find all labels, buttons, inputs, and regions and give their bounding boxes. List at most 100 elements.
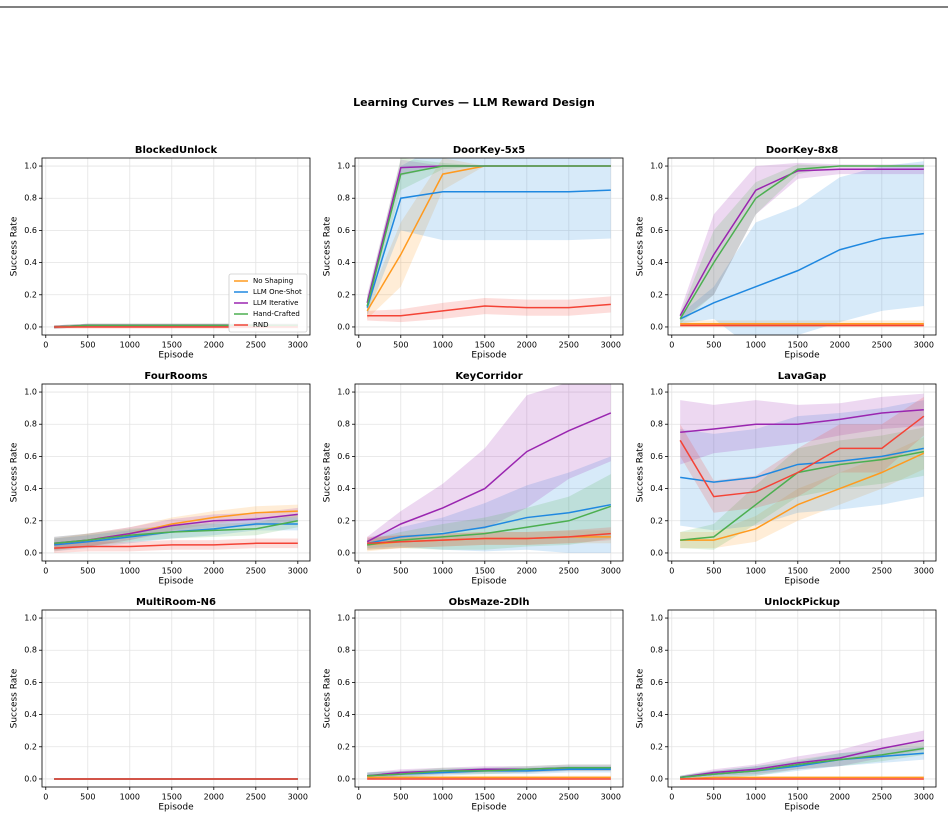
figure-title: Learning Curves — LLM Reward Design: [353, 96, 595, 109]
x-tick-label: 1500: [162, 793, 182, 802]
x-axis-label: Episode: [471, 351, 507, 361]
x-axis-label: Episode: [158, 351, 194, 361]
series-line: [366, 412, 612, 543]
error-band: [367, 158, 611, 316]
x-tick-label: 1000: [433, 567, 453, 576]
x-tick-label: 500: [80, 567, 95, 576]
y-tick-label: 0.2: [650, 290, 663, 299]
y-tick-label: 0.6: [337, 452, 350, 461]
y-tick-label: 0.2: [24, 290, 37, 299]
x-tick-label: 2000: [517, 341, 537, 350]
y-tick-label: 0.8: [337, 194, 350, 203]
x-axis-label: Episode: [158, 803, 194, 813]
subplot-title: BlockedUnlock: [135, 145, 218, 156]
x-tick-label: 0: [669, 567, 674, 576]
series-line: [367, 303, 611, 317]
y-tick-label: 0.0: [24, 774, 37, 783]
x-tick-label: 1500: [475, 567, 495, 576]
error-band: [367, 456, 611, 553]
legend-label: LLM One-Shot: [253, 288, 302, 296]
y-tick-label: 1.0: [337, 614, 350, 623]
y-tick-label: 0.0: [650, 548, 663, 557]
series-line: [54, 520, 298, 545]
axes-frame: [354, 157, 624, 336]
series-line: [367, 766, 611, 777]
y-tick-label: 1.0: [24, 388, 37, 397]
x-tick-label: 2000: [517, 793, 537, 802]
y-tick-label: 0.6: [650, 452, 663, 461]
y-tick-label: 1.0: [650, 162, 663, 171]
legend-box: [228, 273, 308, 333]
x-tick-label: 1000: [433, 793, 453, 802]
x-tick-label: 2500: [872, 793, 892, 802]
x-tick-label: 1000: [746, 341, 766, 350]
subplot-title: FourRooms: [144, 371, 207, 382]
axes-frame: [41, 609, 311, 788]
axes-frame: [667, 609, 937, 788]
x-tick-label: 2000: [204, 567, 224, 576]
y-tick-label: 1.0: [337, 162, 350, 171]
series-line: [367, 505, 612, 546]
y-tick-label: 0.2: [337, 516, 350, 525]
y-tick-label: 0.0: [24, 548, 37, 557]
error-band: [680, 164, 924, 324]
x-axis-label: Episode: [784, 803, 820, 813]
x-axis-label: Episode: [471, 577, 507, 587]
x-tick-label: 500: [706, 567, 721, 576]
series-line: [680, 452, 925, 541]
x-tick-label: 2500: [559, 793, 579, 802]
y-tick-label: 0.4: [24, 258, 37, 267]
x-tick-label: 0: [43, 567, 48, 576]
y-axis-label: Success Rate: [323, 442, 333, 502]
series-line: [366, 165, 611, 307]
x-axis-label: Episode: [158, 577, 194, 587]
error-band: [54, 538, 298, 553]
subplot-title: KeyCorridor: [455, 371, 522, 382]
x-tick-label: 1000: [120, 341, 140, 350]
x-tick-label: 1000: [120, 793, 140, 802]
legend-label: RND: [253, 321, 269, 329]
legend-label: LLM Iterative: [253, 299, 299, 307]
x-tick-label: 1000: [746, 567, 766, 576]
y-tick-label: 0.0: [650, 322, 663, 331]
legend-label: No Shaping: [253, 277, 293, 285]
x-tick-label: 2500: [246, 567, 266, 576]
y-tick-label: 0.8: [337, 646, 350, 655]
x-tick-label: 3000: [601, 793, 621, 802]
y-tick-label: 0.2: [337, 742, 350, 751]
x-tick-label: 0: [356, 567, 361, 576]
y-tick-label: 0.0: [24, 322, 37, 331]
x-tick-label: 2500: [246, 341, 266, 350]
series-line: [366, 189, 611, 308]
series-line: [679, 232, 924, 320]
x-tick-label: 500: [80, 793, 95, 802]
y-tick-label: 0.4: [24, 484, 37, 493]
x-tick-label: 500: [393, 793, 408, 802]
x-tick-label: 500: [393, 567, 408, 576]
error-band: [54, 504, 298, 552]
y-tick-label: 0.2: [24, 516, 37, 525]
series-line: [680, 408, 924, 434]
legend-label: Hand-Crafted: [253, 310, 300, 318]
x-tick-label: 2000: [830, 793, 850, 802]
x-tick-label: 3000: [288, 793, 308, 802]
axes-frame: [354, 609, 624, 788]
axes-frame: [41, 383, 311, 562]
x-tick-label: 1500: [162, 567, 182, 576]
x-tick-label: 3000: [288, 567, 308, 576]
y-axis-label: Success Rate: [10, 442, 20, 502]
error-band: [367, 530, 611, 552]
x-tick-label: 500: [80, 341, 95, 350]
subplot-title: DoorKey-5x5: [453, 145, 525, 156]
subplot-title: MultiRoom-N6: [136, 597, 216, 608]
x-tick-label: 2500: [559, 341, 579, 350]
x-tick-label: 500: [393, 341, 408, 350]
y-tick-label: 1.0: [337, 388, 350, 397]
x-tick-label: 1000: [120, 567, 140, 576]
y-tick-label: 1.0: [24, 614, 37, 623]
y-tick-label: 1.0: [650, 614, 663, 623]
y-tick-label: 0.2: [337, 290, 350, 299]
x-tick-label: 1500: [788, 793, 808, 802]
x-tick-label: 2000: [830, 341, 850, 350]
subplot-title: UnlockPickup: [764, 597, 840, 608]
